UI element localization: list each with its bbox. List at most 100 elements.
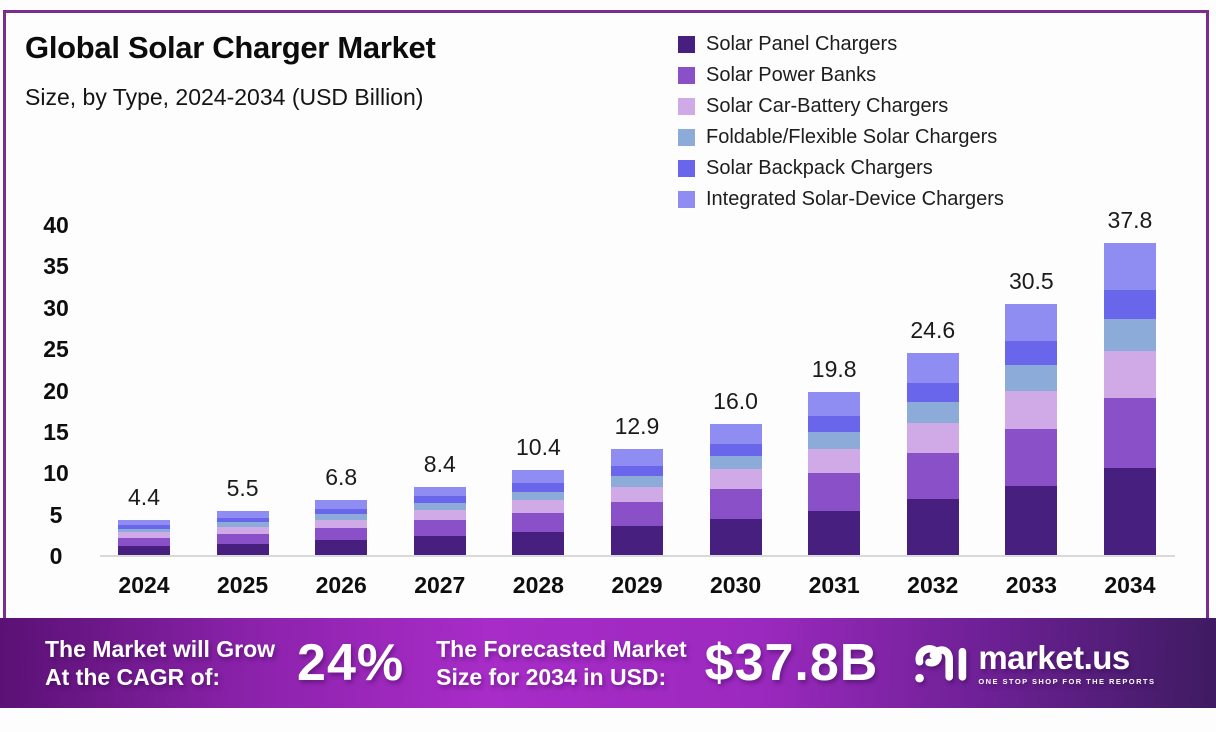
market-us-logo: market.us ONE STOP SHOP FOR THE REPORTS bbox=[912, 640, 1155, 686]
bar-total-label: 12.9 bbox=[614, 413, 660, 440]
bar-2024: 4.4 bbox=[118, 484, 170, 556]
bar-total-label: 5.5 bbox=[226, 474, 259, 501]
y-axis-label-30: 30 bbox=[43, 294, 69, 321]
bar-segment bbox=[906, 402, 959, 423]
bar-segment bbox=[315, 540, 368, 556]
bar-segment bbox=[216, 518, 269, 523]
legend-label: Solar Car-Battery Chargers bbox=[706, 94, 949, 117]
bar-2025: 5.5 bbox=[216, 475, 269, 556]
bar-segment bbox=[1103, 289, 1156, 320]
legend-label: Integrated Solar-Device Chargers bbox=[706, 187, 1004, 210]
bar-total-label: 19.8 bbox=[811, 356, 857, 383]
bar-segment bbox=[808, 392, 861, 417]
logo-tagline: ONE STOP SHOP FOR THE REPORTS bbox=[978, 676, 1156, 686]
bar-segment bbox=[512, 483, 565, 492]
bar-total-label: 4.4 bbox=[128, 483, 160, 510]
bar-segment bbox=[709, 423, 762, 444]
bar-2034: 37.8 bbox=[1103, 207, 1156, 556]
y-axis-label-10: 10 bbox=[43, 460, 69, 487]
bar-segment bbox=[808, 416, 861, 432]
bar-total-label: 6.8 bbox=[325, 463, 358, 490]
bar-segment bbox=[1103, 468, 1156, 556]
cagr-value: 24% bbox=[297, 634, 405, 692]
bar-segment bbox=[1005, 428, 1058, 486]
bar-segment bbox=[1005, 364, 1058, 391]
bar-2028: 10.4 bbox=[512, 434, 565, 556]
legend-item-2: Solar Power Banks bbox=[678, 62, 1004, 88]
bar-segment bbox=[906, 383, 959, 403]
y-axis-label-15: 15 bbox=[43, 418, 69, 445]
x-axis-baseline bbox=[100, 555, 1175, 557]
bar-segment bbox=[315, 513, 368, 520]
x-axis-label-2033: 2033 bbox=[1005, 572, 1057, 598]
bar-total-label: 8.4 bbox=[423, 450, 456, 477]
bar-segment bbox=[610, 475, 663, 487]
footer-banner: The Market will Grow At the CAGR of: 24%… bbox=[0, 618, 1216, 708]
bar-segment bbox=[512, 513, 565, 532]
y-axis-label-35: 35 bbox=[43, 253, 69, 280]
bar-segment bbox=[709, 489, 762, 519]
bar-segment bbox=[808, 431, 861, 449]
y-axis-label-5: 5 bbox=[49, 501, 63, 528]
page-subtitle: Size, by Type, 2024-2034 (USD Billion) bbox=[25, 84, 424, 110]
bar-segment bbox=[118, 537, 170, 547]
y-axis-label-0: 0 bbox=[49, 543, 63, 569]
bar-segment bbox=[512, 499, 565, 513]
bar-segment bbox=[808, 510, 861, 556]
cagr-label: The Market will Grow At the CAGR of: bbox=[45, 635, 275, 691]
x-axis-label-2026: 2026 bbox=[315, 572, 367, 598]
bar-segment bbox=[413, 503, 466, 510]
bar-segment bbox=[216, 533, 269, 544]
y-axis-label-25: 25 bbox=[43, 336, 69, 363]
y-axis-label-20: 20 bbox=[43, 377, 69, 404]
legend-swatch bbox=[678, 66, 695, 84]
legend-swatch bbox=[678, 159, 695, 177]
x-axis: 2024 2025 2026 2027 2028 2029 2030 2031 2032 2033… bbox=[118, 572, 1156, 599]
bar-total-label: 16.0 bbox=[713, 387, 758, 414]
forecast-label: The Forecasted Market Size for 2034 in U… bbox=[436, 635, 687, 691]
bar-2027: 8.4 bbox=[413, 451, 466, 556]
legend-swatch bbox=[678, 35, 695, 53]
bar-segment bbox=[709, 518, 762, 556]
bar-segment bbox=[1103, 319, 1156, 351]
forecast-value: $37.8B bbox=[704, 634, 879, 692]
bar-segment bbox=[216, 522, 269, 528]
bar-segment bbox=[1103, 243, 1156, 290]
bar-segment bbox=[315, 519, 368, 528]
bar-segment bbox=[315, 508, 368, 514]
bar-segment bbox=[216, 527, 269, 534]
chart-legend: Solar Panel Chargers Solar Power Banks Sol… bbox=[678, 31, 1004, 212]
legend-label: Solar Panel Chargers bbox=[706, 32, 898, 55]
bar-segment bbox=[118, 525, 170, 529]
bar-segment bbox=[906, 352, 959, 384]
bar-segment bbox=[808, 448, 861, 474]
legend-item-6: Integrated Solar-Device Chargers bbox=[678, 186, 1004, 212]
forecast-label-line2: Size for 2034 in USD: bbox=[436, 664, 667, 690]
bar-segment bbox=[512, 491, 565, 500]
bar-segment bbox=[216, 510, 269, 519]
bar-2033: 30.5 bbox=[1005, 268, 1058, 556]
legend-item-5: Solar Backpack Chargers bbox=[678, 155, 1004, 181]
bar-2032: 24.6 bbox=[906, 317, 959, 556]
bar-segment bbox=[1103, 350, 1156, 399]
x-axis-label-2027: 2027 bbox=[414, 572, 466, 598]
x-axis-label-2030: 2030 bbox=[709, 572, 762, 598]
bar-segment bbox=[1005, 390, 1058, 429]
bar-segment bbox=[808, 473, 861, 511]
bar-segment bbox=[413, 496, 466, 504]
bar-segment bbox=[216, 543, 269, 556]
bar-total-label: 37.8 bbox=[1107, 207, 1153, 234]
bar-segment bbox=[906, 422, 959, 454]
cagr-label-line1: The Market will Grow bbox=[45, 635, 276, 662]
bar-2030: 16.0 bbox=[709, 388, 762, 556]
page-title: Global Solar Charger Market bbox=[25, 30, 436, 65]
bar-segment bbox=[906, 498, 959, 556]
bar-segment bbox=[512, 470, 565, 484]
bar-segment bbox=[413, 520, 466, 537]
bar-segment bbox=[413, 486, 466, 497]
legend-swatch bbox=[678, 128, 695, 146]
legend-swatch bbox=[678, 97, 695, 115]
bar-segment bbox=[1005, 303, 1058, 341]
bar-segment bbox=[610, 526, 663, 556]
